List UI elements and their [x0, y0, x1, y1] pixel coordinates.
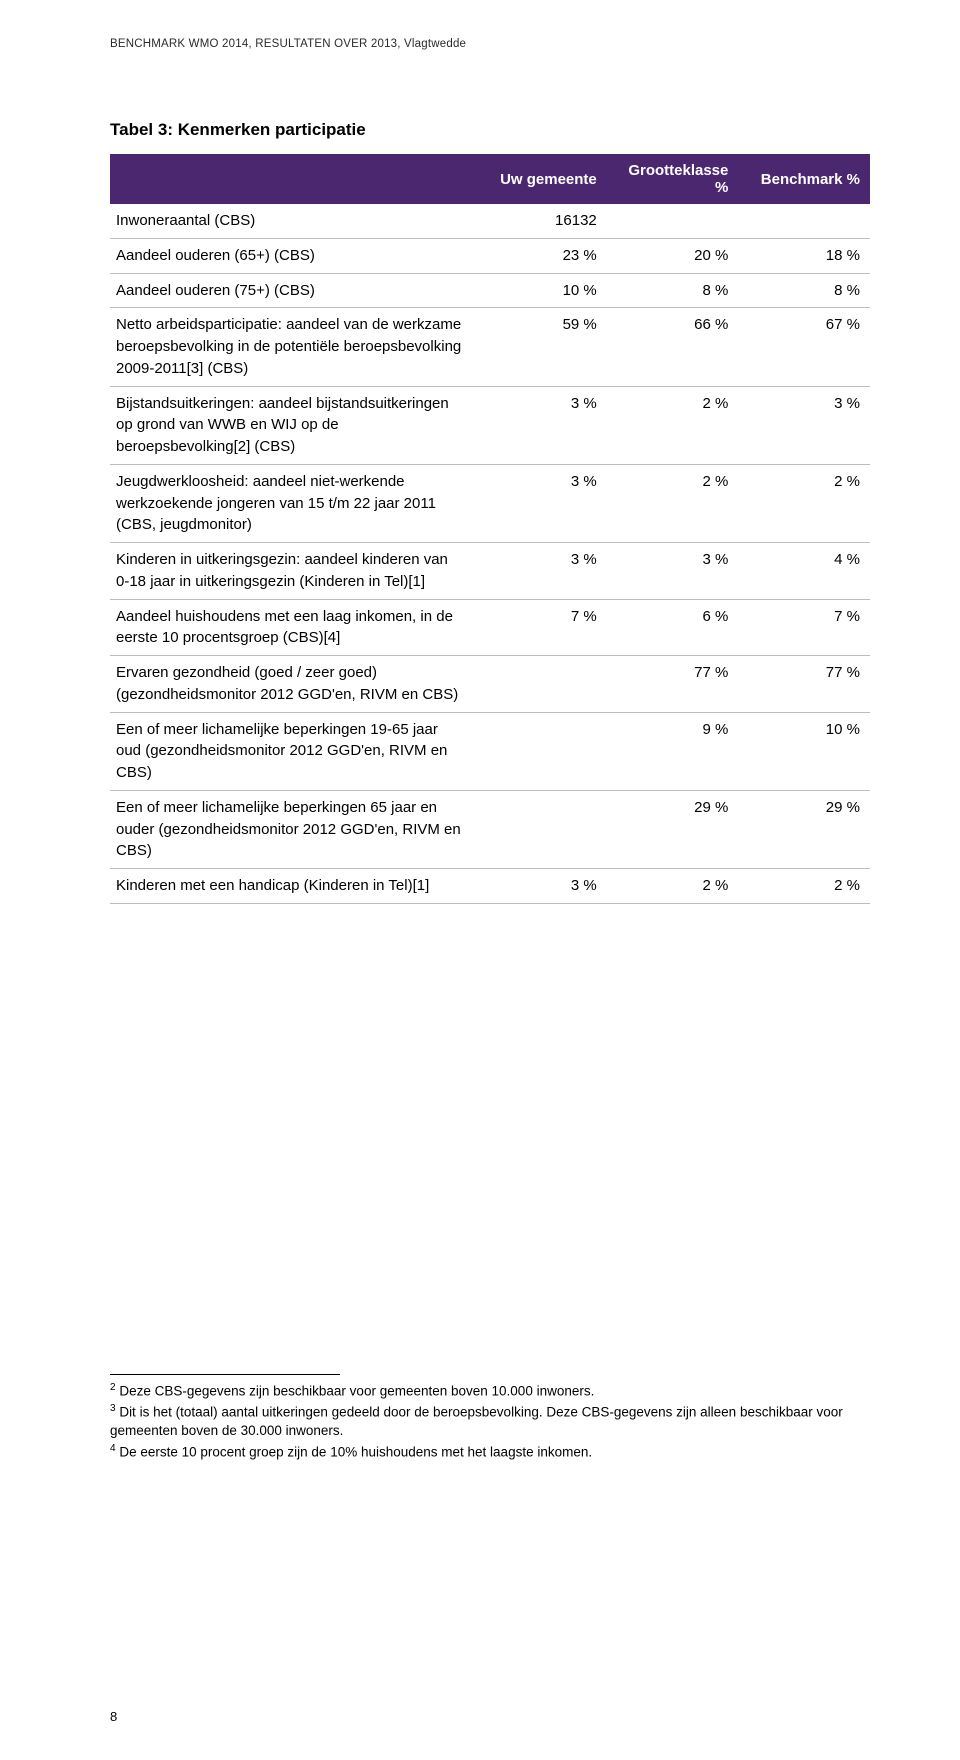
row-label: Aandeel huishoudens met een laag inkomen…	[110, 599, 475, 656]
table-body: Inwoneraantal (CBS)16132Aandeel ouderen …	[110, 204, 870, 903]
row-label: Inwoneraantal (CBS)	[110, 204, 475, 238]
row-value-2: 2 %	[607, 869, 739, 904]
row-value-2: 2 %	[607, 386, 739, 464]
table-row: Inwoneraantal (CBS)16132	[110, 204, 870, 238]
table-row: Een of meer lichamelijke beperkingen 65 …	[110, 790, 870, 868]
footnote: 2 Deze CBS-gegevens zijn beschikbaar voo…	[110, 1381, 870, 1401]
table-row: Een of meer lichamelijke beperkingen 19-…	[110, 712, 870, 790]
row-value-1	[475, 712, 607, 790]
footnote-text: De eerste 10 procent groep zijn de 10% h…	[116, 1445, 593, 1460]
row-value-3	[738, 204, 870, 238]
data-table: Uw gemeente Grootteklasse % Benchmark % …	[110, 154, 870, 904]
row-value-1	[475, 656, 607, 713]
row-value-2: 6 %	[607, 599, 739, 656]
row-value-3: 4 %	[738, 543, 870, 600]
row-value-2: 20 %	[607, 238, 739, 273]
row-value-3: 67 %	[738, 308, 870, 386]
document-header: BENCHMARK WMO 2014, RESULTATEN OVER 2013…	[110, 38, 870, 50]
col-header-label	[110, 154, 475, 204]
row-value-2: 29 %	[607, 790, 739, 868]
row-value-1: 3 %	[475, 386, 607, 464]
row-label: Aandeel ouderen (75+) (CBS)	[110, 273, 475, 308]
row-value-2: 66 %	[607, 308, 739, 386]
row-value-1: 16132	[475, 204, 607, 238]
row-value-2: 77 %	[607, 656, 739, 713]
row-value-1: 3 %	[475, 464, 607, 542]
table-row: Aandeel ouderen (65+) (CBS)23 %20 %18 %	[110, 238, 870, 273]
row-value-2: 8 %	[607, 273, 739, 308]
row-label: Bijstandsuitkeringen: aandeel bijstandsu…	[110, 386, 475, 464]
row-label: Kinderen met een handicap (Kinderen in T…	[110, 869, 475, 904]
table-row: Netto arbeidsparticipatie: aandeel van d…	[110, 308, 870, 386]
footnote-text: Deze CBS-gegevens zijn beschikbaar voor …	[116, 1383, 595, 1398]
row-value-3: 18 %	[738, 238, 870, 273]
row-value-3: 2 %	[738, 869, 870, 904]
row-value-1: 59 %	[475, 308, 607, 386]
row-value-2: 3 %	[607, 543, 739, 600]
row-label: Een of meer lichamelijke beperkingen 19-…	[110, 712, 475, 790]
footnote-rule	[110, 1374, 340, 1379]
page-number: 8	[110, 1709, 117, 1724]
table-row: Kinderen in uitkeringsgezin: aandeel kin…	[110, 543, 870, 600]
row-label: Een of meer lichamelijke beperkingen 65 …	[110, 790, 475, 868]
row-value-2	[607, 204, 739, 238]
col-header-benchmark: Benchmark %	[738, 154, 870, 204]
col-header-grootteklasse: Grootteklasse %	[607, 154, 739, 204]
table-row: Kinderen met een handicap (Kinderen in T…	[110, 869, 870, 904]
footnote-text: Dit is het (totaal) aantal uitkeringen g…	[110, 1405, 843, 1438]
table-row: Jeugdwerkloosheid: aandeel niet-werkende…	[110, 464, 870, 542]
table-row: Ervaren gezondheid (goed / zeer goed) (g…	[110, 656, 870, 713]
row-value-1	[475, 790, 607, 868]
table-row: Aandeel huishoudens met een laag inkomen…	[110, 599, 870, 656]
row-value-3: 8 %	[738, 273, 870, 308]
row-value-3: 2 %	[738, 464, 870, 542]
row-value-3: 3 %	[738, 386, 870, 464]
row-value-1: 3 %	[475, 543, 607, 600]
row-label: Kinderen in uitkeringsgezin: aandeel kin…	[110, 543, 475, 600]
row-label: Jeugdwerkloosheid: aandeel niet-werkende…	[110, 464, 475, 542]
row-label: Netto arbeidsparticipatie: aandeel van d…	[110, 308, 475, 386]
row-value-2: 9 %	[607, 712, 739, 790]
footnote: 3 Dit is het (totaal) aantal uitkeringen…	[110, 1402, 870, 1440]
table-row: Bijstandsuitkeringen: aandeel bijstandsu…	[110, 386, 870, 464]
table-header: Uw gemeente Grootteklasse % Benchmark %	[110, 154, 870, 204]
row-label: Aandeel ouderen (65+) (CBS)	[110, 238, 475, 273]
row-value-3: 10 %	[738, 712, 870, 790]
col-header-uw-gemeente: Uw gemeente	[475, 154, 607, 204]
table-title: Tabel 3: Kenmerken participatie	[110, 120, 870, 140]
footnote: 4 De eerste 10 procent groep zijn de 10%…	[110, 1442, 870, 1462]
row-value-1: 7 %	[475, 599, 607, 656]
row-value-3: 29 %	[738, 790, 870, 868]
page: BENCHMARK WMO 2014, RESULTATEN OVER 2013…	[0, 0, 960, 1760]
row-value-1: 3 %	[475, 869, 607, 904]
row-value-1: 23 %	[475, 238, 607, 273]
row-value-3: 77 %	[738, 656, 870, 713]
row-value-2: 2 %	[607, 464, 739, 542]
table-row: Aandeel ouderen (75+) (CBS)10 %8 %8 %	[110, 273, 870, 308]
row-label: Ervaren gezondheid (goed / zeer goed) (g…	[110, 656, 475, 713]
row-value-1: 10 %	[475, 273, 607, 308]
row-value-3: 7 %	[738, 599, 870, 656]
footnotes: 2 Deze CBS-gegevens zijn beschikbaar voo…	[110, 1381, 870, 1462]
